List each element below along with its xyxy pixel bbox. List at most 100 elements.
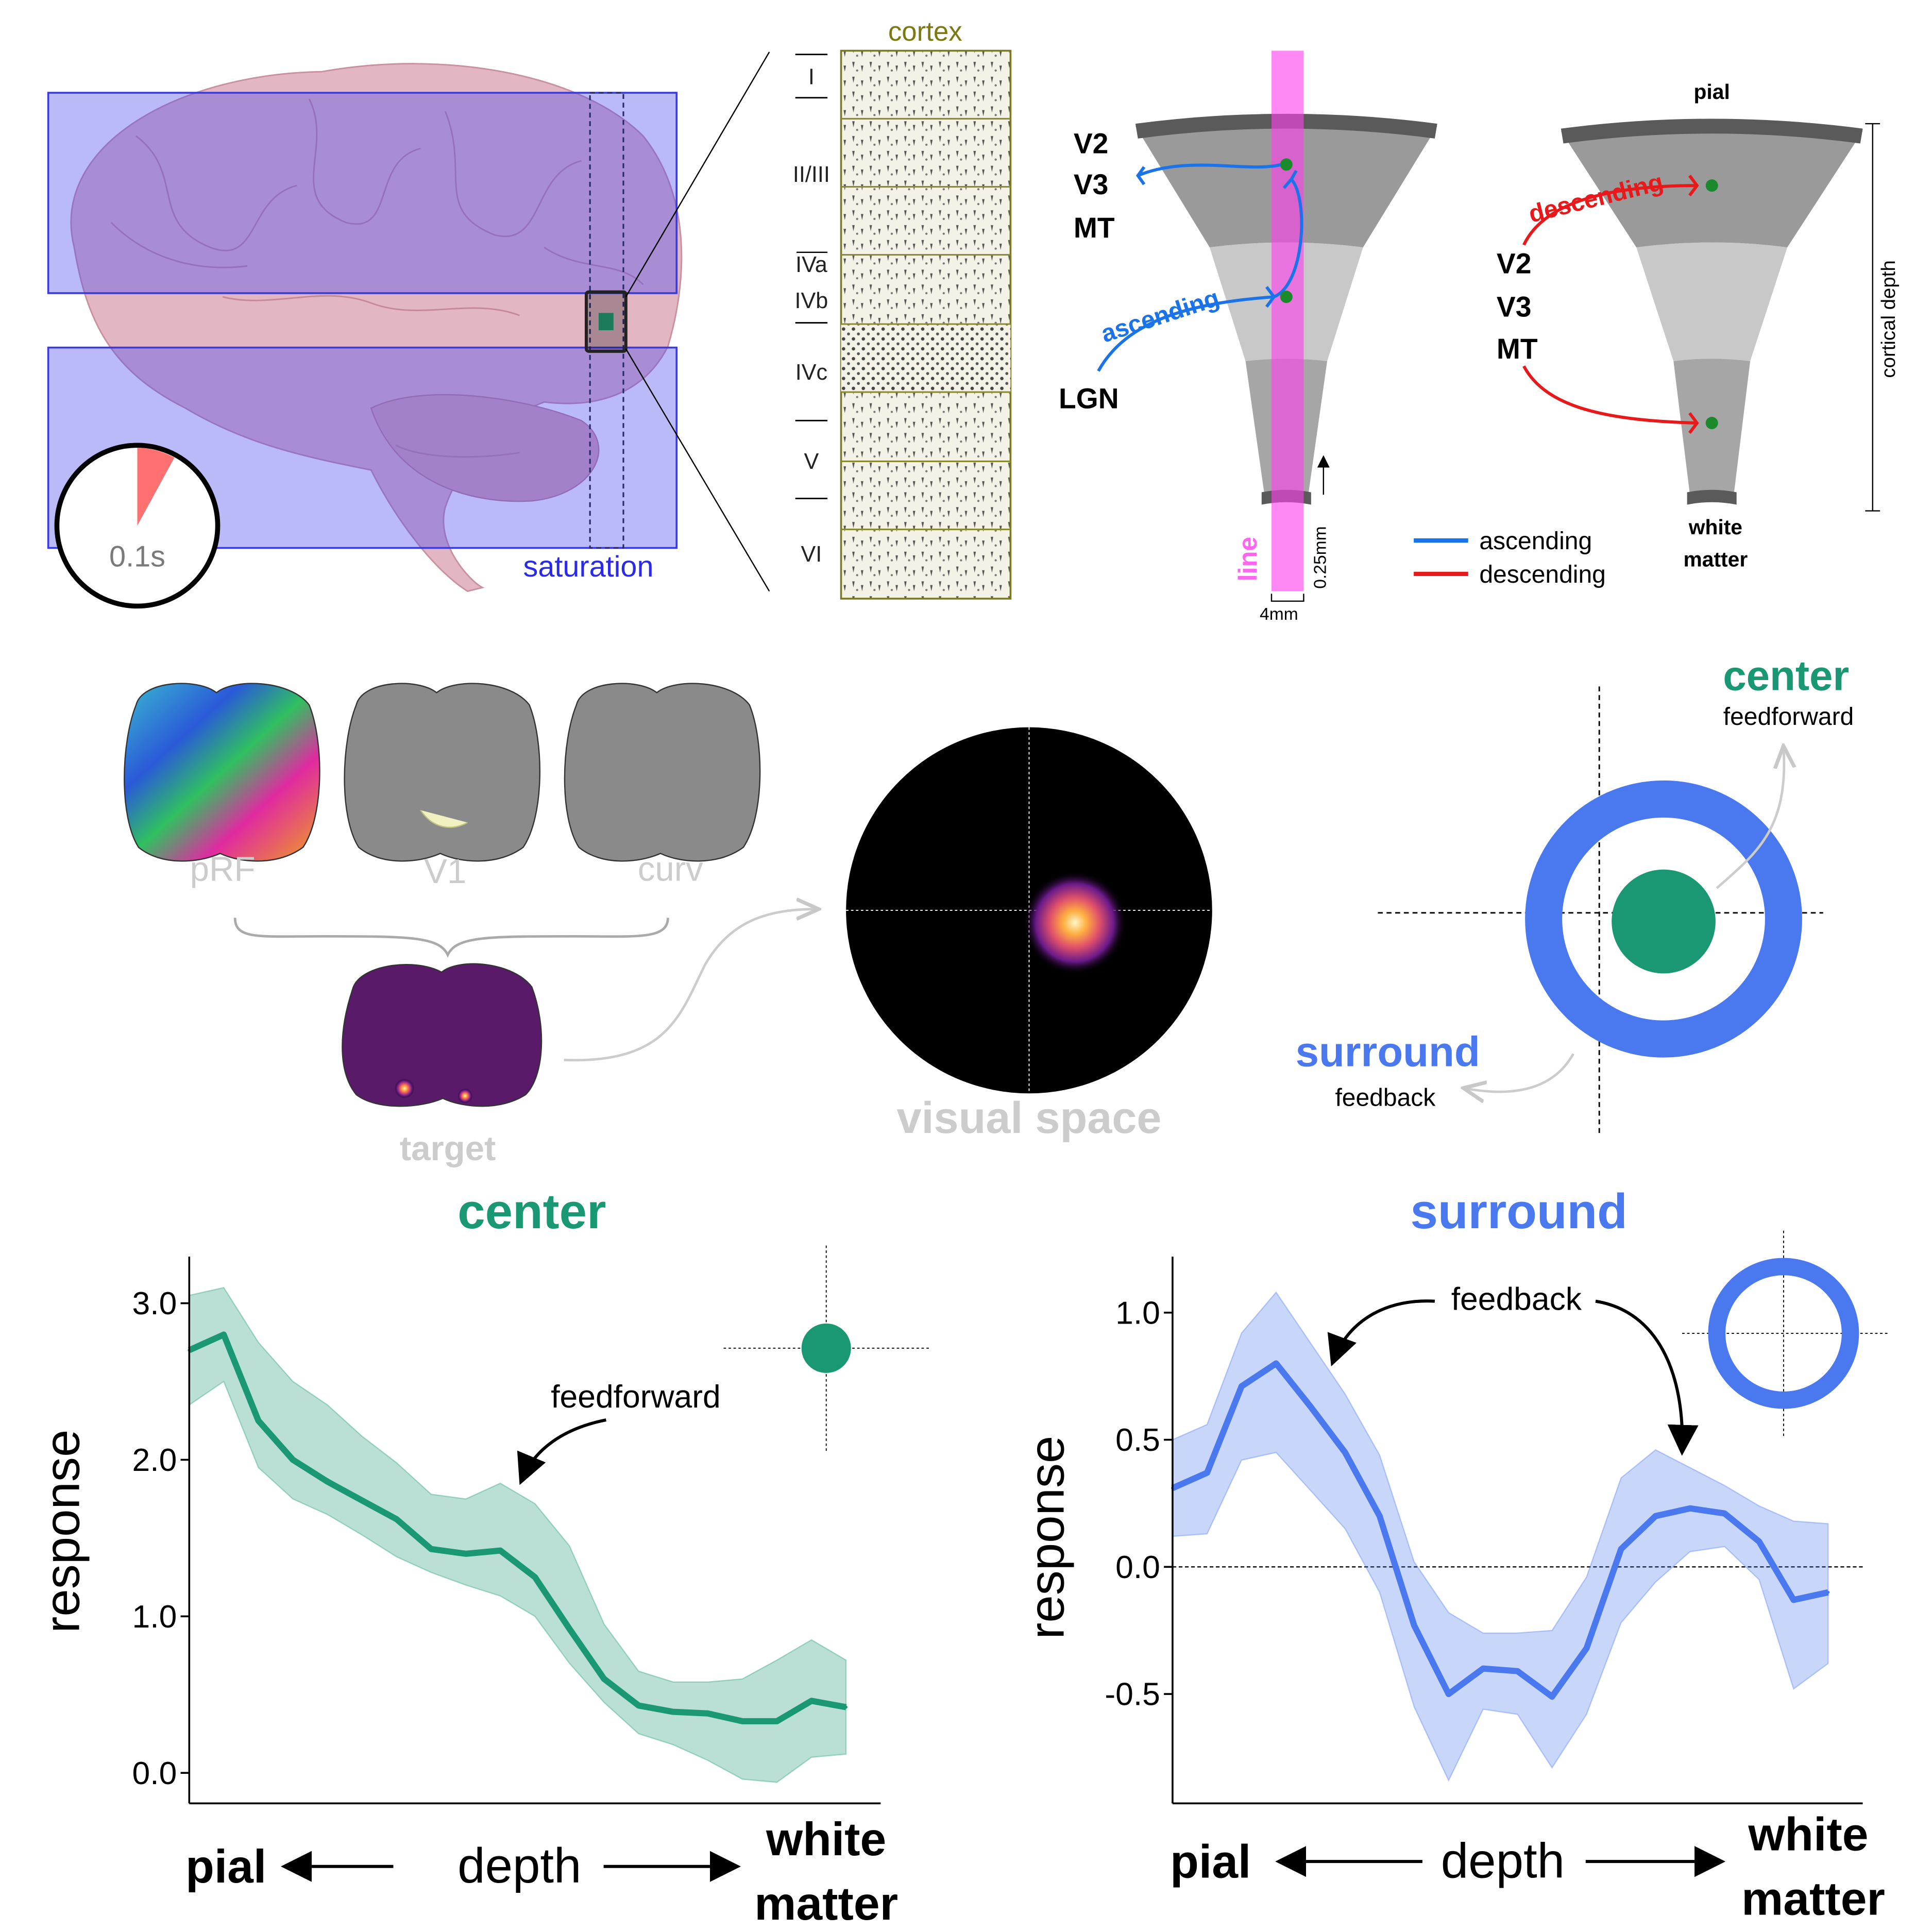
- thickness-label: 0.25mm: [1311, 526, 1330, 588]
- center-ytick-label: 2.0: [132, 1443, 177, 1478]
- feedback-annotation: feedback: [1451, 1281, 1582, 1317]
- surround-ytick-label: -0.5: [1105, 1677, 1160, 1713]
- center-x-matter: matter: [754, 1877, 898, 1930]
- feedback-label: feedback: [1335, 1084, 1436, 1111]
- brain-target: [342, 963, 543, 1107]
- surround-data-point: [1447, 1692, 1450, 1696]
- center-y-label: response: [35, 1430, 90, 1633]
- center-data-point: [499, 1549, 502, 1552]
- center-data-point: [637, 1704, 640, 1707]
- surround-data-point: [1757, 1540, 1761, 1543]
- brain-curv: [564, 683, 761, 862]
- center-data-point: [740, 1720, 744, 1723]
- surround-x-pial: pial: [1170, 1835, 1251, 1888]
- pial-label: pial: [1694, 80, 1730, 104]
- surround-data-point: [1274, 1362, 1278, 1365]
- surround-data-point: [1206, 1471, 1209, 1475]
- clock-icon: 0.1s: [54, 443, 221, 609]
- surround-data-point: [1826, 1590, 1830, 1594]
- clock-label: 0.1s: [109, 540, 165, 573]
- layer-ticks: [795, 54, 828, 499]
- surround-chart: surround -0.5 0.0 0.5 1.0 response feedback…: [1020, 1184, 1889, 1925]
- saturation-band-upper: [47, 92, 678, 294]
- center-data-point: [568, 1627, 571, 1631]
- feedforward-label: feedforward: [1723, 703, 1854, 731]
- area-mt-label: MT: [1074, 212, 1115, 244]
- layer-label-7: VI: [801, 542, 822, 567]
- center-label: center: [1723, 653, 1849, 700]
- surround-ytick-label: 1.0: [1115, 1295, 1160, 1331]
- center-x-white: white: [766, 1813, 886, 1866]
- feedback-arrow-right: [1595, 1299, 1699, 1456]
- center-arrow: [1716, 748, 1784, 889]
- brain-label-prf: pRF: [190, 850, 256, 888]
- center-x-depth: depth: [457, 1838, 581, 1893]
- center-data-point: [360, 1499, 364, 1502]
- surround-ytick-label: 0.0: [1115, 1550, 1160, 1585]
- center-data-point: [222, 1333, 226, 1336]
- synapse-dot: [1705, 417, 1718, 430]
- surround-data-point: [1550, 1695, 1554, 1698]
- surround-data-point: [1240, 1385, 1243, 1388]
- center-data-point: [775, 1720, 778, 1723]
- area-v2-label-right: V2: [1497, 248, 1532, 280]
- zoom-line-top: [625, 52, 770, 297]
- ascending-curve-label: ascending: [1098, 284, 1223, 348]
- line-label: line: [1233, 537, 1262, 582]
- synapse-dot: [1280, 291, 1293, 303]
- cortical-depth-label: cortical depth: [1877, 260, 1900, 378]
- saturation-label: saturation: [523, 550, 654, 583]
- surround-mean-line: [1171, 1360, 1829, 1700]
- center-data-point: [257, 1419, 260, 1422]
- surround-data-point: [1412, 1623, 1416, 1627]
- center-ytick-label: 0.0: [132, 1756, 177, 1791]
- layer-label-4: IVb: [794, 289, 828, 313]
- surround-data-point: [1688, 1506, 1692, 1510]
- slice-outline: [589, 92, 624, 549]
- area-v3-label: V3: [1074, 168, 1109, 200]
- layer-label-6: V: [804, 449, 819, 474]
- white-matter-label-line1: white: [1688, 515, 1742, 539]
- brain-label-curv: curv: [638, 850, 703, 888]
- surround-data-point: [1585, 1647, 1588, 1650]
- surround-inset-icon: [1682, 1230, 1889, 1437]
- feedforward-arrow: [517, 1418, 606, 1485]
- center-data-point: [291, 1458, 295, 1462]
- center-inset-icon: [723, 1245, 930, 1453]
- target-label: target: [400, 1129, 496, 1168]
- layer-label-2: II/III: [793, 162, 830, 187]
- surround-data-point: [1654, 1514, 1657, 1518]
- center-data-point: [326, 1480, 329, 1483]
- center-data-point: [706, 1711, 709, 1715]
- layer-label-5: IVc: [795, 360, 827, 385]
- feedback-arrow-left: [1327, 1299, 1435, 1367]
- surround-data-point: [1378, 1514, 1381, 1518]
- brain-v1: [344, 683, 541, 862]
- visual-space-plot: [846, 727, 1212, 1094]
- synapse-dot: [1705, 179, 1718, 192]
- width-bracket: [1270, 594, 1304, 602]
- surround-data-point: [1723, 1512, 1726, 1515]
- ascending-pathways: [1097, 163, 1303, 372]
- surround-data-point: [1792, 1598, 1795, 1602]
- center-confidence-band: [189, 1286, 847, 1783]
- gyri: [111, 98, 644, 458]
- target-to-visual-arrow: [564, 909, 817, 1062]
- surround-confidence-band: [1172, 1291, 1829, 1782]
- surround-chart-title: surround: [1410, 1184, 1627, 1239]
- lgn-label: LGN: [1059, 382, 1119, 414]
- legend-label-ascending: ascending: [1479, 528, 1592, 555]
- zoom-line-bottom: [625, 348, 770, 592]
- layer-label-3: IVa: [795, 252, 828, 277]
- white-matter-label-line2: matter: [1684, 548, 1748, 571]
- center-data-point: [844, 1705, 848, 1709]
- surround-arrow: [1466, 1053, 1574, 1092]
- center-mean-line: [188, 1331, 847, 1724]
- center-x-pial: pial: [185, 1840, 266, 1893]
- surround-label: surround: [1296, 1028, 1480, 1075]
- area-v2-label: V2: [1074, 128, 1109, 160]
- center-surround-diagram: [1378, 686, 1823, 1133]
- surround-data-point: [1481, 1667, 1485, 1670]
- voxel-marker: [598, 313, 614, 331]
